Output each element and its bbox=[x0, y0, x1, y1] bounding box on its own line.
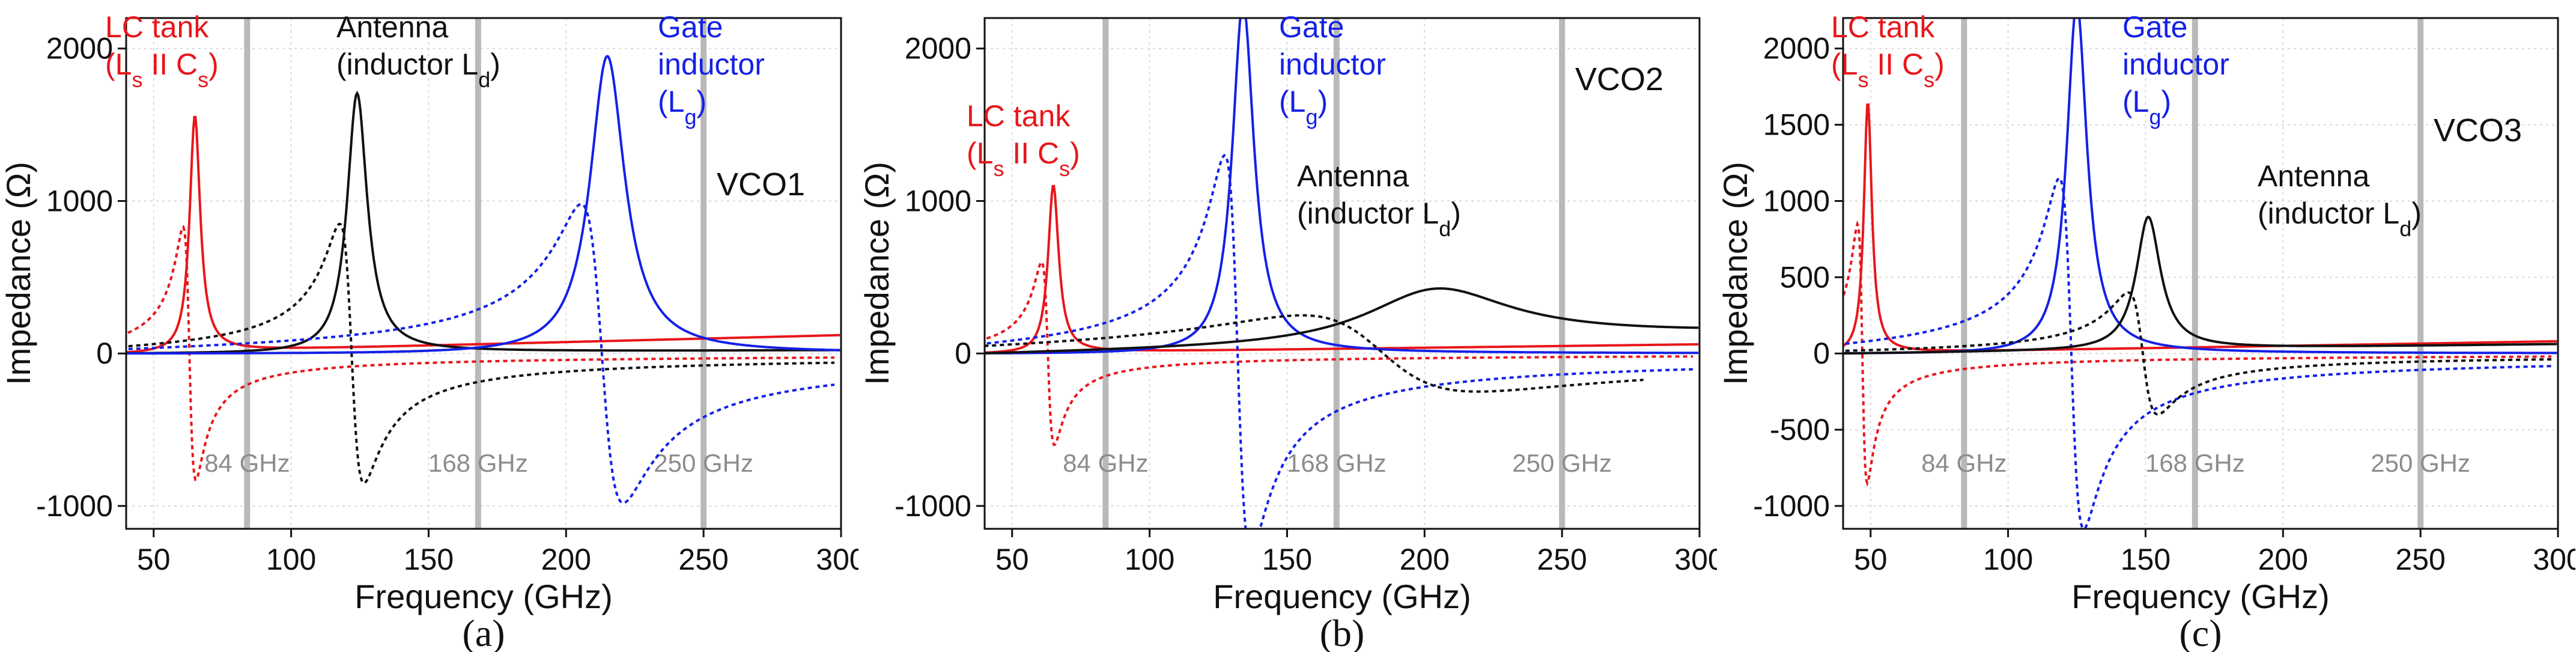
y-tick-label: 1000 bbox=[905, 184, 971, 218]
series-real-antenna bbox=[126, 90, 840, 355]
x-tick-label: 100 bbox=[1125, 543, 1174, 576]
y-tick-label: 1000 bbox=[46, 184, 113, 218]
y-tick-label: 1000 bbox=[1763, 184, 1830, 218]
series-imag-gate bbox=[985, 154, 1694, 529]
impedance-chart-vco2: 84 GHz 168 GHz 250 GHz 50 100 150 200 250 300 -10… bbox=[858, 10, 1717, 652]
frequency-marker-label: 250 GHz bbox=[2371, 449, 2470, 477]
panel-label: VCO3 bbox=[2434, 112, 2522, 148]
y-tick-label: 2000 bbox=[46, 32, 113, 66]
annotation-lc: LC tank (Ls II Cs) bbox=[967, 99, 1080, 181]
y-tick-label: 0 bbox=[1813, 337, 1830, 370]
series-imag-antenna bbox=[126, 222, 834, 484]
y-tick-label: 2000 bbox=[905, 32, 971, 66]
series-imag-gate bbox=[126, 203, 835, 504]
x-tick-label: 300 bbox=[816, 543, 858, 576]
series-imag-lc bbox=[985, 260, 1693, 446]
curves bbox=[985, 18, 1699, 529]
annotation-antenna: Antenna (inductor Ld) bbox=[336, 10, 500, 92]
frequency-marker-label: 84 GHz bbox=[1063, 449, 1148, 477]
x-tick-label: 300 bbox=[2533, 543, 2575, 576]
frequency-marker-label: 250 GHz bbox=[654, 449, 753, 477]
x-tick-label: 200 bbox=[1400, 543, 1450, 576]
annotation-gate: Gate inductor (Lg) bbox=[1279, 10, 1386, 129]
x-axis-title: Frequency (GHz) bbox=[2071, 577, 2329, 615]
x-tick-label: 150 bbox=[2121, 543, 2170, 576]
impedance-chart-vco1: 84 GHz 168 GHz 250 GHz 50 100 150 200 250 300 -10… bbox=[0, 10, 858, 652]
chart-panel-c: 84 GHz 168 GHz 250 GHz 50 100 150 200 250 300 -10… bbox=[1717, 0, 2575, 652]
curves bbox=[126, 55, 840, 504]
frequency-marker-label: 250 GHz bbox=[1512, 449, 1612, 477]
frequency-marker-label: 84 GHz bbox=[204, 449, 290, 477]
y-tick-label: 0 bbox=[96, 337, 113, 370]
series-imag-lc bbox=[1843, 220, 2551, 487]
chart-panel-a: 84 GHz 168 GHz 250 GHz 50 100 150 200 250 300 -10… bbox=[0, 0, 858, 652]
panel-label: VCO2 bbox=[1575, 61, 1663, 97]
y-tick-label: 500 bbox=[1780, 260, 1830, 294]
y-axis-title: Impedance (Ω) bbox=[0, 162, 37, 385]
y-axis-title: Impedance (Ω) bbox=[1717, 162, 1754, 385]
x-tick-label: 50 bbox=[1854, 543, 1888, 576]
annotation-gate: Gate inductor (Lg) bbox=[658, 10, 765, 129]
x-tick-label: 250 bbox=[2395, 543, 2445, 576]
x-tick-label: 200 bbox=[2258, 543, 2308, 576]
figure-caption: (b) bbox=[1320, 612, 1365, 652]
frequency-marker-label: 168 GHz bbox=[1287, 449, 1387, 477]
plot-frame bbox=[1842, 17, 2559, 530]
series-real-antenna bbox=[985, 287, 1699, 355]
x-tick-label: 200 bbox=[541, 543, 591, 576]
series-imag-antenna bbox=[1843, 291, 2551, 416]
y-tick-label: -1000 bbox=[1753, 489, 1830, 523]
x-tick-label: 300 bbox=[1674, 543, 1717, 576]
x-tick-label: 250 bbox=[1537, 543, 1587, 576]
figure-caption: (c) bbox=[2179, 612, 2222, 652]
y-tick-label: 1500 bbox=[1763, 108, 1830, 142]
series-real-gate bbox=[985, 18, 1699, 355]
chart-panel-b: 84 GHz 168 GHz 250 GHz 50 100 150 200 250 300 -10… bbox=[858, 0, 1717, 652]
annotation-antenna: Antenna (inductor Ld) bbox=[2258, 159, 2422, 241]
x-axis-title: Frequency (GHz) bbox=[1213, 577, 1471, 615]
series-real-lc bbox=[126, 115, 840, 354]
x-tick-label: 250 bbox=[678, 543, 728, 576]
x-tick-label: 150 bbox=[1262, 543, 1312, 576]
series-imag-antenna bbox=[985, 314, 1644, 393]
y-tick-label: -500 bbox=[1770, 413, 1830, 446]
x-tick-label: 100 bbox=[1983, 543, 2033, 576]
y-axis-title: Impedance (Ω) bbox=[858, 162, 896, 385]
x-tick-label: 50 bbox=[995, 543, 1029, 576]
frequency-marker-label: 168 GHz bbox=[2145, 449, 2245, 477]
x-axis-title: Frequency (GHz) bbox=[354, 577, 612, 615]
figure-caption: (a) bbox=[462, 612, 505, 652]
series-real-antenna bbox=[1843, 216, 2557, 355]
annotation-lc: LC tank (Ls II Cs) bbox=[105, 10, 219, 92]
panel-label: VCO1 bbox=[717, 166, 805, 203]
y-tick-label: 0 bbox=[955, 337, 971, 370]
annotation-lc: LC tank (Ls II Cs) bbox=[1831, 10, 1945, 92]
series-real-gate bbox=[126, 55, 840, 355]
y-tick-label: -1000 bbox=[895, 489, 971, 523]
x-tick-label: 150 bbox=[404, 543, 454, 576]
annotation-gate: Gate inductor (Lg) bbox=[2122, 10, 2229, 129]
annotation-antenna: Antenna (inductor Ld) bbox=[1297, 159, 1461, 241]
plot-frame bbox=[125, 17, 842, 530]
series-imag-gate bbox=[1843, 177, 2552, 529]
frequency-marker-label: 84 GHz bbox=[1921, 449, 2006, 477]
x-tick-label: 100 bbox=[266, 543, 316, 576]
series-imag-lc bbox=[126, 225, 834, 481]
y-tick-label: 2000 bbox=[1763, 32, 1830, 66]
x-tick-label: 50 bbox=[137, 543, 171, 576]
impedance-chart-vco3: 84 GHz 168 GHz 250 GHz 50 100 150 200 250 300 -10… bbox=[1717, 10, 2575, 652]
curves bbox=[1843, 18, 2557, 529]
frequency-marker-label: 168 GHz bbox=[428, 449, 528, 477]
plot-frame bbox=[983, 17, 1701, 530]
y-tick-label: -1000 bbox=[36, 489, 113, 523]
